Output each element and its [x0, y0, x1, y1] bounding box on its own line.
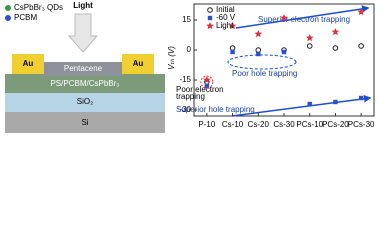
light-label: Light: [73, 1, 93, 10]
point: [358, 43, 364, 49]
annotation: Poor hole trapping: [232, 69, 297, 78]
x-tick-label: PCs-20: [322, 120, 349, 129]
x-tick-label: P-10: [198, 120, 215, 129]
legend-text: CsPbBr₃ QDs: [14, 3, 63, 12]
y-tick-label: -30: [179, 105, 191, 114]
legend-dot: [5, 15, 11, 21]
point: [305, 34, 314, 42]
x-tick-label: Cs-10: [222, 120, 244, 129]
point: [228, 22, 237, 30]
point: [358, 95, 364, 101]
legend-label: Light: [216, 21, 234, 30]
annotation: Superior electron trapping: [258, 15, 350, 24]
point: [357, 8, 365, 16]
x-tick-label: PCs-30: [348, 120, 375, 129]
pentacene-layer: [42, 62, 124, 76]
point: [256, 51, 261, 57]
trend-arrow: [235, 5, 370, 29]
au-electrode: [12, 54, 44, 74]
au-label: Au: [23, 59, 34, 68]
annotation: Poor electron: [176, 85, 224, 94]
si-label: Si: [81, 118, 88, 127]
si-layer: [5, 112, 165, 133]
point: [331, 28, 340, 36]
annotation: trapping: [176, 92, 205, 101]
point: [254, 30, 263, 38]
point: [280, 14, 288, 22]
sio2-layer: [5, 93, 165, 112]
point: [332, 45, 339, 51]
pentacene-label: Pentacene: [64, 64, 103, 73]
y-tick-label: 15: [182, 15, 191, 24]
legend-marker: [206, 22, 214, 30]
trend-arrow: [231, 95, 372, 117]
legend-dot: [5, 5, 11, 11]
y-axis-label: Vₜₕ (V): [167, 46, 176, 70]
blend-label: PS/PCBM/CsPbBr₃: [50, 79, 119, 88]
legend-marker: [207, 15, 213, 21]
y-tick-label: -15: [179, 75, 191, 84]
point: [255, 47, 262, 53]
point: [306, 43, 313, 49]
x-tick-label: Cs-20: [248, 120, 270, 129]
legend-text: PCBM: [14, 13, 37, 22]
x-tick-label: PCs-10: [296, 120, 323, 129]
device-diagram: CsPbBr₃ QDs PCBM Light Pentacene Au Au P…: [5, 1, 165, 133]
highlight-circle: [200, 75, 214, 89]
y-tick-label: 0: [187, 45, 192, 54]
sio2-label: SiO₂: [77, 97, 93, 106]
figure: CsPbBr₃ QDs PCBM Light Pentacene Au Au P…: [5, 1, 375, 133]
au-label: Au: [133, 59, 144, 68]
light-arrow: [67, 13, 99, 53]
point: [230, 49, 235, 55]
point: [333, 99, 338, 105]
au-electrode: [122, 54, 154, 74]
blend-layer: [5, 74, 165, 93]
legend-label: Initial: [216, 5, 235, 14]
highlight-ellipse: [227, 54, 297, 70]
point: [204, 83, 210, 89]
annotation: Superior hole trapping: [176, 105, 255, 114]
legend-marker: [207, 7, 213, 13]
point: [307, 101, 312, 107]
x-tick-label: Cs-30: [273, 120, 295, 129]
legend-label: -60 V: [216, 13, 236, 22]
point: [229, 45, 236, 51]
point: [281, 49, 287, 55]
point: [203, 76, 211, 84]
